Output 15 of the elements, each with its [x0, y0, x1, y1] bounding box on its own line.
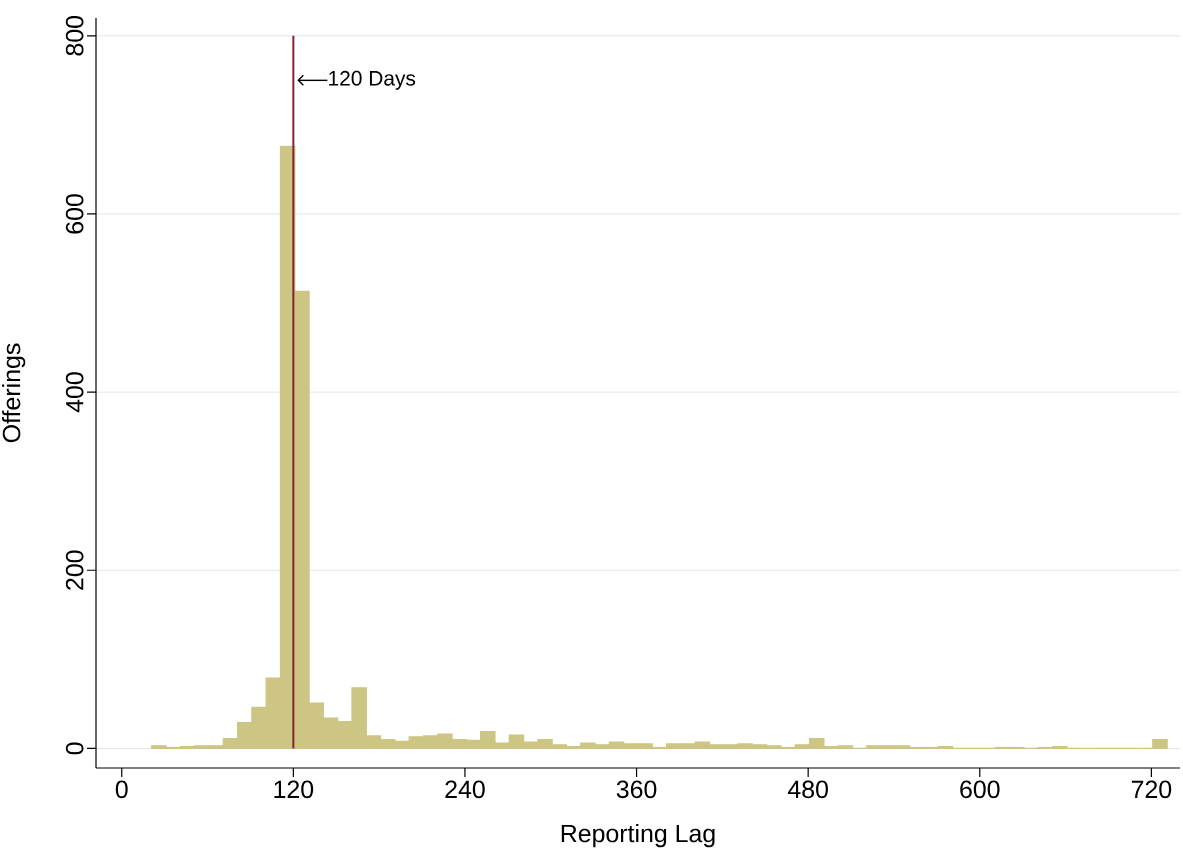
- x-tick-label: 240: [445, 780, 485, 799]
- x-tick-label: 480: [787, 780, 828, 799]
- y-axis-title: Offerings: [2, 343, 26, 443]
- x-tick-label: 600: [960, 780, 1000, 799]
- x-tick-label: 120: [274, 780, 314, 799]
- y-tick-label: 0: [65, 742, 84, 755]
- x-tick-label: 720: [1131, 780, 1172, 799]
- y-tick-label: 200: [65, 550, 84, 590]
- x-axis-title: Reporting Lag: [561, 824, 715, 848]
- x-tick-label: 0: [115, 780, 128, 799]
- annotation: 120 Days: [329, 70, 416, 90]
- y-tick-label: 800: [65, 16, 84, 56]
- y-tick-label: 400: [65, 372, 84, 413]
- y-tick-label: 600: [65, 194, 84, 234]
- x-tick-label: 360: [616, 780, 657, 799]
